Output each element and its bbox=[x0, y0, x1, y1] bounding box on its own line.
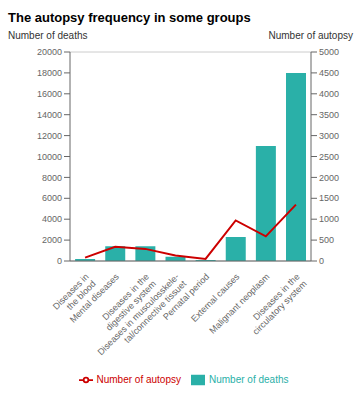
svg-text:Diseases in thecirculatory sys: Diseases in thecirculatory system bbox=[244, 272, 309, 337]
svg-text:2000: 2000 bbox=[42, 235, 62, 245]
svg-text:2000: 2000 bbox=[319, 173, 339, 183]
svg-text:500: 500 bbox=[319, 235, 334, 245]
svg-text:0: 0 bbox=[57, 256, 62, 266]
svg-text:10000: 10000 bbox=[37, 152, 62, 162]
svg-text:8000: 8000 bbox=[42, 173, 62, 183]
svg-text:16000: 16000 bbox=[37, 89, 62, 99]
svg-text:Diseases in musculosskele-tal/: Diseases in musculosskele-tal/connective… bbox=[96, 271, 189, 364]
svg-text:20000: 20000 bbox=[37, 47, 62, 57]
svg-text:2500: 2500 bbox=[319, 152, 339, 162]
svg-text:4500: 4500 bbox=[319, 68, 339, 78]
svg-text:12000: 12000 bbox=[37, 131, 62, 141]
svg-text:0: 0 bbox=[319, 256, 324, 266]
svg-text:4000: 4000 bbox=[42, 214, 62, 224]
svg-text:14000: 14000 bbox=[37, 110, 62, 120]
svg-text:18000: 18000 bbox=[37, 68, 62, 78]
svg-text:5000: 5000 bbox=[319, 47, 339, 57]
svg-text:1000: 1000 bbox=[319, 214, 339, 224]
svg-text:6000: 6000 bbox=[42, 193, 62, 203]
svg-text:4000: 4000 bbox=[319, 89, 339, 99]
svg-text:3500: 3500 bbox=[319, 110, 339, 120]
svg-text:1500: 1500 bbox=[319, 193, 339, 203]
svg-text:3000: 3000 bbox=[319, 131, 339, 141]
